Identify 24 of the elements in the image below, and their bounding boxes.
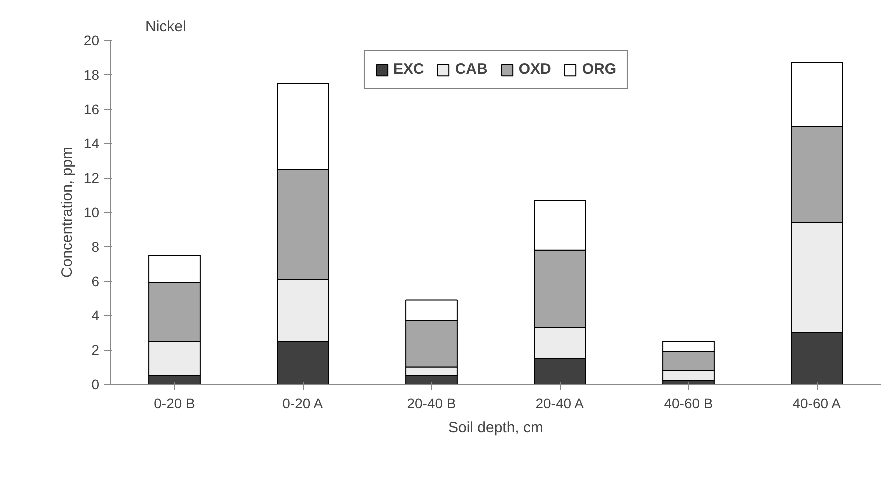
x-tick-label: 40-60 A xyxy=(792,396,842,412)
y-tick-label: 4 xyxy=(92,308,100,324)
y-tick-label: 6 xyxy=(92,273,100,290)
x-axis-title: Soil depth, cm xyxy=(448,420,544,436)
x-tick-label: 0-20 A xyxy=(282,396,324,412)
y-tick-label: 10 xyxy=(84,204,100,220)
y-tick-label: 0 xyxy=(92,376,100,392)
legend-label: CAB xyxy=(455,61,488,78)
y-tick-label: 20 xyxy=(84,32,100,48)
y-tick-label: 18 xyxy=(84,66,100,83)
x-tick-label: 40-60 B xyxy=(664,396,714,412)
y-tick-label: 12 xyxy=(84,170,100,186)
chart-title: Nickel xyxy=(146,18,186,36)
x-tick-label: 20-40 B xyxy=(407,396,456,412)
legend-label: EXC xyxy=(393,61,424,78)
y-axis-title: Concentration, ppm xyxy=(58,147,76,278)
y-tick-label: 14 xyxy=(84,136,100,152)
y-tick-label: 8 xyxy=(92,238,100,255)
legend-label: OXD xyxy=(518,61,552,78)
y-tick-label: 2 xyxy=(92,342,100,358)
y-tick-label: 16 xyxy=(84,101,100,118)
x-tick-label: 20-40 A xyxy=(536,396,585,412)
legend-label: ORG xyxy=(582,61,617,78)
x-tick-label: 0-20 B xyxy=(154,396,196,412)
